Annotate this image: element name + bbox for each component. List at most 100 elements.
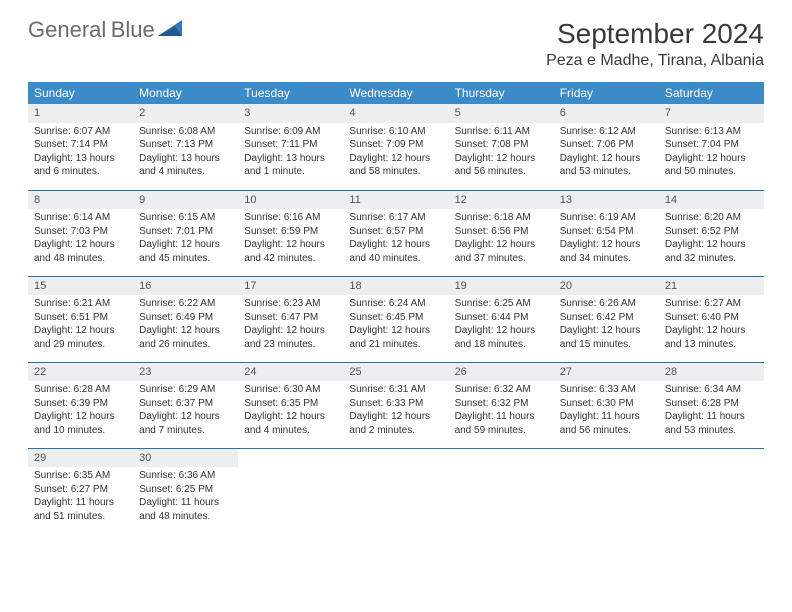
day-number: 8	[28, 191, 133, 210]
calendar-row: 15Sunrise: 6:21 AMSunset: 6:51 PMDayligh…	[28, 276, 764, 362]
day-body: Sunrise: 6:11 AMSunset: 7:08 PMDaylight:…	[449, 123, 554, 183]
day-number: 4	[343, 104, 448, 123]
day-body: Sunrise: 6:27 AMSunset: 6:40 PMDaylight:…	[659, 295, 764, 355]
daylight-text: Daylight: 12 hours and 29 minutes.	[34, 324, 127, 351]
day-number: 17	[238, 277, 343, 296]
daylight-text: Daylight: 13 hours and 1 minute.	[244, 152, 337, 179]
calendar-row: 22Sunrise: 6:28 AMSunset: 6:39 PMDayligh…	[28, 362, 764, 448]
calendar-cell: 18Sunrise: 6:24 AMSunset: 6:45 PMDayligh…	[343, 276, 448, 362]
title-block: September 2024 Peza e Madhe, Tirana, Alb…	[546, 18, 764, 76]
sunrise-text: Sunrise: 6:23 AM	[244, 297, 337, 311]
sunset-text: Sunset: 6:25 PM	[139, 483, 232, 497]
calendar-cell: 25Sunrise: 6:31 AMSunset: 6:33 PMDayligh…	[343, 362, 448, 448]
day-number: 11	[343, 191, 448, 210]
sunset-text: Sunset: 6:44 PM	[455, 311, 548, 325]
calendar-cell	[343, 448, 448, 534]
calendar-cell: 28Sunrise: 6:34 AMSunset: 6:28 PMDayligh…	[659, 362, 764, 448]
day-body: Sunrise: 6:31 AMSunset: 6:33 PMDaylight:…	[343, 381, 448, 441]
day-number: 5	[449, 104, 554, 123]
day-number: 6	[554, 104, 659, 123]
daylight-text: Daylight: 12 hours and 37 minutes.	[455, 238, 548, 265]
sunrise-text: Sunrise: 6:26 AM	[560, 297, 653, 311]
daylight-text: Daylight: 11 hours and 51 minutes.	[34, 496, 127, 523]
sunset-text: Sunset: 6:35 PM	[244, 397, 337, 411]
sunrise-text: Sunrise: 6:35 AM	[34, 469, 127, 483]
calendar-cell: 21Sunrise: 6:27 AMSunset: 6:40 PMDayligh…	[659, 276, 764, 362]
day-number: 26	[449, 363, 554, 382]
day-number: 24	[238, 363, 343, 382]
day-number: 12	[449, 191, 554, 210]
daylight-text: Daylight: 12 hours and 13 minutes.	[665, 324, 758, 351]
sunrise-text: Sunrise: 6:22 AM	[139, 297, 232, 311]
header: General Blue September 2024 Peza e Madhe…	[28, 18, 764, 76]
calendar-cell: 24Sunrise: 6:30 AMSunset: 6:35 PMDayligh…	[238, 362, 343, 448]
sunrise-text: Sunrise: 6:27 AM	[665, 297, 758, 311]
day-number: 23	[133, 363, 238, 382]
day-number: 20	[554, 277, 659, 296]
day-number: 30	[133, 449, 238, 468]
page-title: September 2024	[546, 18, 764, 50]
calendar-cell: 22Sunrise: 6:28 AMSunset: 6:39 PMDayligh…	[28, 362, 133, 448]
day-body: Sunrise: 6:34 AMSunset: 6:28 PMDaylight:…	[659, 381, 764, 441]
calendar-cell	[449, 448, 554, 534]
sunset-text: Sunset: 7:08 PM	[455, 138, 548, 152]
day-number: 9	[133, 191, 238, 210]
sunset-text: Sunset: 6:39 PM	[34, 397, 127, 411]
brand-logo: General Blue	[28, 18, 184, 43]
day-number: 22	[28, 363, 133, 382]
sunrise-text: Sunrise: 6:32 AM	[455, 383, 548, 397]
day-number: 29	[28, 449, 133, 468]
sunset-text: Sunset: 6:37 PM	[139, 397, 232, 411]
calendar-cell: 4Sunrise: 6:10 AMSunset: 7:09 PMDaylight…	[343, 104, 448, 190]
day-body: Sunrise: 6:15 AMSunset: 7:01 PMDaylight:…	[133, 209, 238, 269]
daylight-text: Daylight: 12 hours and 50 minutes.	[665, 152, 758, 179]
day-number: 27	[554, 363, 659, 382]
col-wednesday: Wednesday	[343, 82, 448, 104]
calendar-cell: 6Sunrise: 6:12 AMSunset: 7:06 PMDaylight…	[554, 104, 659, 190]
col-sunday: Sunday	[28, 82, 133, 104]
day-body: Sunrise: 6:32 AMSunset: 6:32 PMDaylight:…	[449, 381, 554, 441]
sunrise-text: Sunrise: 6:33 AM	[560, 383, 653, 397]
day-number: 25	[343, 363, 448, 382]
day-number: 7	[659, 104, 764, 123]
calendar-cell: 10Sunrise: 6:16 AMSunset: 6:59 PMDayligh…	[238, 190, 343, 276]
day-number: 14	[659, 191, 764, 210]
brand-name-1: General	[28, 17, 106, 42]
sunrise-text: Sunrise: 6:14 AM	[34, 211, 127, 225]
sunset-text: Sunset: 6:33 PM	[349, 397, 442, 411]
calendar-cell: 16Sunrise: 6:22 AMSunset: 6:49 PMDayligh…	[133, 276, 238, 362]
daylight-text: Daylight: 12 hours and 18 minutes.	[455, 324, 548, 351]
col-thursday: Thursday	[449, 82, 554, 104]
sunrise-text: Sunrise: 6:19 AM	[560, 211, 653, 225]
calendar-row: 1Sunrise: 6:07 AMSunset: 7:14 PMDaylight…	[28, 104, 764, 190]
sunset-text: Sunset: 7:06 PM	[560, 138, 653, 152]
sunrise-text: Sunrise: 6:24 AM	[349, 297, 442, 311]
sunset-text: Sunset: 6:51 PM	[34, 311, 127, 325]
sunset-text: Sunset: 7:14 PM	[34, 138, 127, 152]
weekday-header-row: Sunday Monday Tuesday Wednesday Thursday…	[28, 82, 764, 104]
calendar-cell: 15Sunrise: 6:21 AMSunset: 6:51 PMDayligh…	[28, 276, 133, 362]
calendar-cell: 26Sunrise: 6:32 AMSunset: 6:32 PMDayligh…	[449, 362, 554, 448]
day-body: Sunrise: 6:33 AMSunset: 6:30 PMDaylight:…	[554, 381, 659, 441]
day-body: Sunrise: 6:35 AMSunset: 6:27 PMDaylight:…	[28, 467, 133, 527]
page-subtitle: Peza e Madhe, Tirana, Albania	[546, 52, 764, 70]
calendar-cell: 23Sunrise: 6:29 AMSunset: 6:37 PMDayligh…	[133, 362, 238, 448]
sunrise-text: Sunrise: 6:18 AM	[455, 211, 548, 225]
calendar-cell	[659, 448, 764, 534]
day-body: Sunrise: 6:10 AMSunset: 7:09 PMDaylight:…	[343, 123, 448, 183]
day-body: Sunrise: 6:30 AMSunset: 6:35 PMDaylight:…	[238, 381, 343, 441]
day-number: 2	[133, 104, 238, 123]
calendar-cell: 2Sunrise: 6:08 AMSunset: 7:13 PMDaylight…	[133, 104, 238, 190]
col-friday: Friday	[554, 82, 659, 104]
sunset-text: Sunset: 7:13 PM	[139, 138, 232, 152]
day-number: 1	[28, 104, 133, 123]
daylight-text: Daylight: 12 hours and 2 minutes.	[349, 410, 442, 437]
daylight-text: Daylight: 12 hours and 40 minutes.	[349, 238, 442, 265]
day-body: Sunrise: 6:12 AMSunset: 7:06 PMDaylight:…	[554, 123, 659, 183]
calendar-cell: 11Sunrise: 6:17 AMSunset: 6:57 PMDayligh…	[343, 190, 448, 276]
calendar-cell: 3Sunrise: 6:09 AMSunset: 7:11 PMDaylight…	[238, 104, 343, 190]
brand-name-2: Blue	[111, 17, 155, 42]
sunrise-text: Sunrise: 6:15 AM	[139, 211, 232, 225]
sunset-text: Sunset: 7:09 PM	[349, 138, 442, 152]
daylight-text: Daylight: 12 hours and 26 minutes.	[139, 324, 232, 351]
